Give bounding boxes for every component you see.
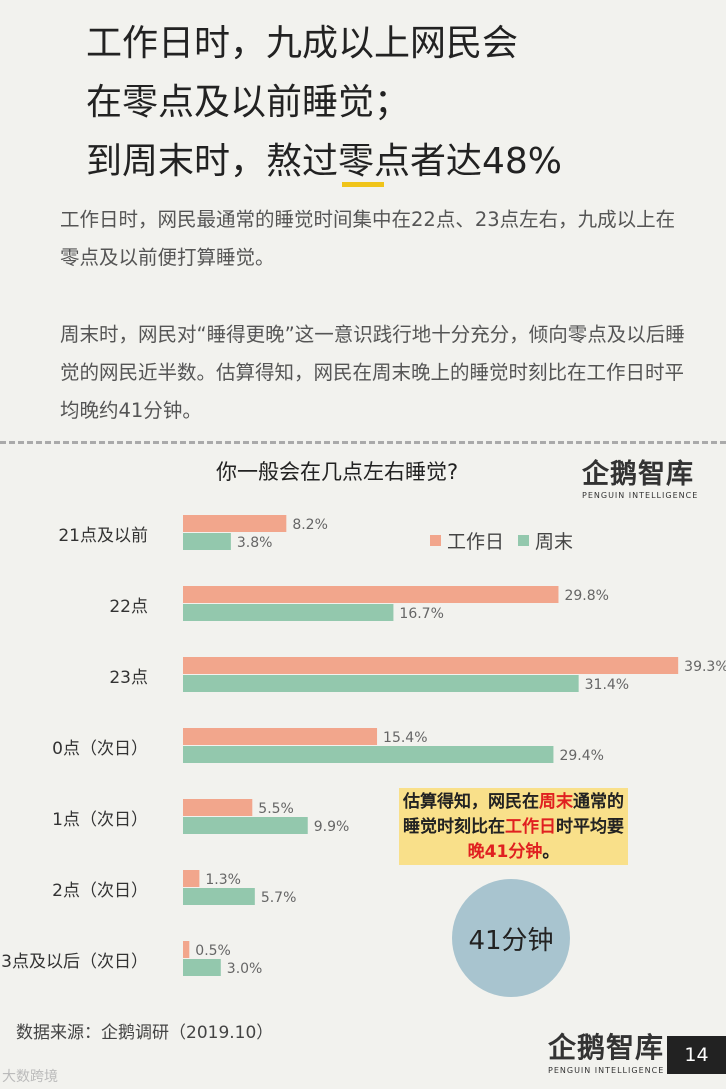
paragraph-weekday: 工作日时，网民最通常的睡觉时间集中在22点、23点左右，九成以上在零点及以前便打… [60, 208, 676, 269]
bar-weekend [183, 746, 554, 763]
headline-line-1: 工作日时，九成以上网民会 [86, 23, 519, 64]
legend-label-weekday: 工作日 [447, 531, 505, 553]
callout-text-4: 。 [542, 842, 560, 862]
bar-weekday [183, 799, 253, 816]
minutes-circle-text: 41分钟 [468, 925, 554, 956]
bar-weekend [183, 888, 255, 905]
category-label: 1点（次日） [52, 810, 148, 830]
legend-item-weekend: 周末 [518, 527, 573, 554]
value-label-weekday: 5.5% [258, 801, 294, 817]
value-label-weekday: 1.3% [205, 872, 241, 888]
callout-text-1: 估算得知，网民在 [403, 792, 539, 812]
page-number: 14 [667, 1036, 726, 1074]
category-label: 22点 [109, 597, 148, 617]
value-label-weekday: 39.3% [684, 659, 726, 675]
callout-box: 估算得知，网民在周末通常的睡觉时刻比在工作日时平均要晚41分钟。 [399, 788, 628, 865]
value-label-weekend: 16.7% [399, 606, 443, 622]
title-accent-bar [342, 182, 384, 187]
bar-weekend [183, 817, 308, 834]
value-label-weekend: 3.8% [237, 535, 273, 551]
paragraph-weekend: 周末时，网民对“睡得更晚”这一意识践行地十分充分，倾向零点及以后睡觉的网民近半数… [60, 323, 685, 422]
value-label-weekday: 8.2% [292, 517, 328, 533]
value-label-weekend: 5.7% [261, 890, 297, 906]
headline: 工作日时，九成以上网民会 在零点及以前睡觉； 到周末时，熬过零点者达48% [86, 14, 706, 191]
callout-text-3: 时平均要 [556, 817, 624, 837]
callout-text-2: 通常的睡觉时刻比在 [403, 792, 624, 837]
watermark: 大数跨境 [2, 1069, 58, 1085]
bar-weekday [183, 728, 378, 745]
value-label-weekend: 29.4% [559, 748, 603, 764]
headline-line-3: 到周末时，熬过零点者达48% [86, 141, 563, 182]
value-label-weekend: 9.9% [314, 819, 350, 835]
bar-weekend [183, 675, 579, 692]
logo-text-bottom: 企鹅智库 [548, 1031, 665, 1064]
category-label: 0点（次日） [52, 739, 148, 759]
bar-weekend [183, 533, 231, 550]
value-label-weekday: 0.5% [195, 943, 231, 959]
bar-chart: 21点及以前 8.2% 3.8% 22点 29.8% 16.7% 23点 39.3% 31.4%… [1, 515, 726, 977]
legend-swatch-weekday [430, 535, 441, 546]
logo-subtext-bottom: PENGUIN INTELLIGENCE [548, 1066, 665, 1075]
headline-line-2: 在零点及以前睡觉； [86, 82, 411, 123]
penguin-logo-bottom: 企鹅智库 PENGUIN INTELLIGENCE [548, 1026, 664, 1075]
category-label: 3点及以后（次日） [1, 952, 148, 972]
bar-weekday [183, 515, 287, 532]
legend-swatch-weekend [518, 535, 530, 546]
bar-weekday [183, 586, 559, 603]
value-label-weekend: 31.4% [585, 677, 629, 693]
callout-highlight-weekday: 工作日 [505, 817, 556, 837]
callout-highlight-41min: 晚41分钟 [467, 842, 543, 862]
value-label-weekday: 29.8% [564, 588, 608, 604]
bar-weekday [183, 870, 200, 887]
bar-weekend [183, 604, 394, 621]
data-source: 数据来源：企鹅调研（2019.10） [16, 1023, 274, 1043]
callout-highlight-weekend: 周末 [539, 792, 573, 812]
legend-label-weekend: 周末 [535, 531, 574, 553]
category-label: 2点（次日） [52, 881, 148, 901]
bar-weekday [183, 657, 679, 674]
category-label: 21点及以前 [58, 526, 148, 546]
logo-subtext: PENGUIN INTELLIGENCE [582, 491, 699, 500]
value-label-weekend: 3.0% [227, 961, 263, 977]
penguin-logo-top: 企鹅智库 PENGUIN INTELLIGENCE [582, 452, 698, 500]
chart-legend: 工作日 周末 [430, 527, 573, 554]
logo-text: 企鹅智库 [582, 459, 694, 490]
bar-weekend [183, 959, 221, 976]
legend-item-weekday: 工作日 [430, 527, 504, 554]
chart-title: 你一般会在几点左右睡觉? [216, 460, 459, 484]
minutes-circle: 41分钟 [452, 879, 570, 997]
value-label-weekday: 15.4% [383, 730, 427, 746]
category-label: 23点 [109, 668, 148, 688]
bar-weekday [183, 941, 190, 958]
dashed-divider [0, 441, 726, 444]
